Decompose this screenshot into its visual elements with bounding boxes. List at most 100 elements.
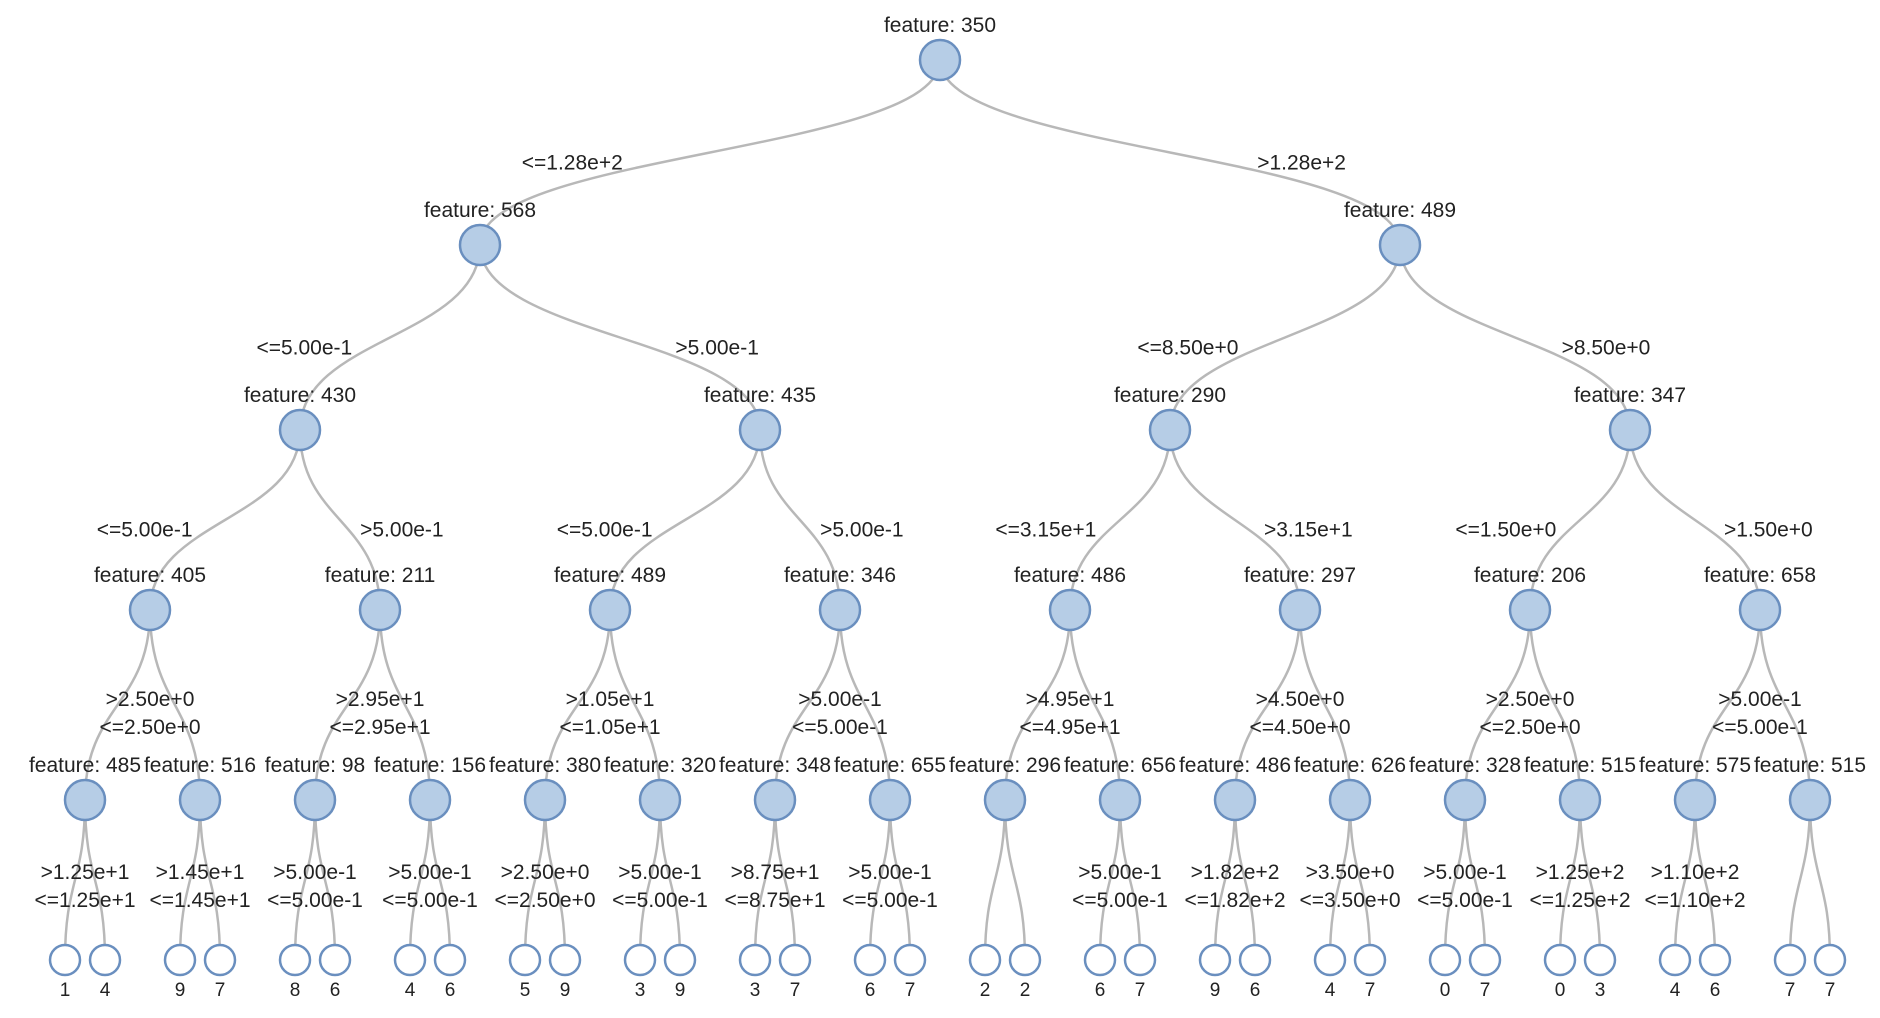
feature-node <box>755 780 795 820</box>
feature-node <box>740 410 780 450</box>
leaf-node <box>1315 945 1345 975</box>
leaf-label: 7 <box>1135 980 1146 1001</box>
leaf-label: 0 <box>1440 980 1451 1001</box>
edge-label-le: <=5.00e-1 <box>612 889 708 912</box>
feature-label: feature: 626 <box>1294 754 1406 777</box>
edge-label-le: <=5.00e-1 <box>842 889 938 912</box>
feature-label: feature: 575 <box>1639 754 1751 777</box>
feature-label: feature: 568 <box>424 199 536 222</box>
feature-label: feature: 347 <box>1574 384 1686 407</box>
edge-label-le: <=5.00e-1 <box>382 889 478 912</box>
edge-label-gt: >3.15e+1 <box>1264 519 1353 542</box>
edge-label-gt: >2.95e+1 <box>336 688 425 711</box>
feature-label: feature: 348 <box>719 754 831 777</box>
leaf-node <box>1430 945 1460 975</box>
leaf-label: 4 <box>1670 980 1681 1001</box>
edge-label-gt: >1.28e+2 <box>1257 151 1346 174</box>
leaf-label: 7 <box>1825 980 1836 1001</box>
feature-label: feature: 156 <box>374 754 486 777</box>
edge-label-gt: >5.00e-1 <box>848 861 932 884</box>
leaf-node <box>625 945 655 975</box>
feature-label: feature: 486 <box>1014 564 1126 587</box>
leaf-label: 7 <box>1365 980 1376 1001</box>
feature-label: feature: 350 <box>884 14 996 37</box>
leaf-label: 4 <box>405 980 416 1001</box>
edge-label-gt: >5.00e-1 <box>618 861 702 884</box>
edge-label-le: <=8.50e+0 <box>1137 336 1238 359</box>
feature-node <box>820 590 860 630</box>
leaf-node <box>510 945 540 975</box>
leaf-label: 6 <box>1710 980 1721 1001</box>
edge-label-gt: >5.00e-1 <box>820 519 904 542</box>
feature-node <box>1050 590 1090 630</box>
edge-label-gt: >5.00e-1 <box>360 519 444 542</box>
feature-label: feature: 486 <box>1179 754 1291 777</box>
leaf-label: 7 <box>215 980 226 1001</box>
feature-node <box>130 590 170 630</box>
leaf-label: 7 <box>1480 980 1491 1001</box>
edge-label-gt: >4.95e+1 <box>1026 688 1115 711</box>
feature-node <box>1790 780 1830 820</box>
leaf-label: 3 <box>635 980 646 1001</box>
edge-label-gt: >1.50e+0 <box>1724 519 1813 542</box>
edge-label-gt: >5.00e-1 <box>798 688 882 711</box>
leaf-node <box>205 945 235 975</box>
tree-edge <box>1005 800 1025 960</box>
feature-node <box>1215 780 1255 820</box>
edge-label-le: <=2.50e+0 <box>494 889 595 912</box>
leaf-label: 6 <box>1095 980 1106 1001</box>
feature-node <box>920 40 960 80</box>
edge-label-gt: >5.00e-1 <box>675 336 759 359</box>
feature-label: feature: 489 <box>554 564 666 587</box>
feature-node <box>1560 780 1600 820</box>
feature-label: feature: 489 <box>1344 199 1456 222</box>
leaf-label: 6 <box>445 980 456 1001</box>
feature-node <box>1150 410 1190 450</box>
feature-node <box>1740 590 1780 630</box>
leaf-label: 8 <box>290 980 301 1001</box>
leaf-label: 7 <box>905 980 916 1001</box>
feature-label: feature: 296 <box>949 754 1061 777</box>
edge-label-le: <=5.00e-1 <box>256 336 352 359</box>
edge-label-le: <=5.00e-1 <box>97 519 193 542</box>
tree-edge <box>985 800 1005 960</box>
leaf-node <box>165 945 195 975</box>
tree-edge <box>1790 800 1810 960</box>
edge-label-le: <=5.00e-1 <box>557 519 653 542</box>
edge-label-gt: >1.05e+1 <box>566 688 655 711</box>
leaf-label: 4 <box>100 980 111 1001</box>
edge-label-le: <=5.00e-1 <box>1072 889 1168 912</box>
leaf-node <box>1355 945 1385 975</box>
edge-label-gt: >3.50e+0 <box>1306 861 1395 884</box>
feature-label: feature: 515 <box>1754 754 1866 777</box>
leaf-node <box>855 945 885 975</box>
edge-label-le: <=1.28e+2 <box>522 151 623 174</box>
feature-node <box>65 780 105 820</box>
feature-node <box>180 780 220 820</box>
feature-label: feature: 346 <box>784 564 896 587</box>
leaf-label: 7 <box>790 980 801 1001</box>
feature-node <box>1510 590 1550 630</box>
feature-node <box>985 780 1025 820</box>
feature-node <box>1445 780 1485 820</box>
feature-label: feature: 516 <box>144 754 256 777</box>
leaf-label: 3 <box>750 980 761 1001</box>
edge-label-le: <=4.95e+1 <box>1019 716 1120 739</box>
leaf-label: 6 <box>330 980 341 1001</box>
leaf-node <box>780 945 810 975</box>
edge-label-le: <=2.50e+0 <box>99 716 200 739</box>
feature-node <box>590 590 630 630</box>
leaf-node <box>435 945 465 975</box>
leaf-node <box>895 945 925 975</box>
edge-label-gt: >8.50e+0 <box>1562 336 1651 359</box>
feature-node <box>870 780 910 820</box>
leaf-label: 1 <box>60 980 71 1001</box>
feature-label: feature: 98 <box>265 754 365 777</box>
leaf-node <box>1470 945 1500 975</box>
leaf-label: 2 <box>980 980 991 1001</box>
feature-node <box>1280 590 1320 630</box>
leaf-node <box>1585 945 1615 975</box>
edge-label-le: <=2.50e+0 <box>1479 716 1580 739</box>
edge-label-le: <=1.10e+2 <box>1644 889 1745 912</box>
leaf-node <box>50 945 80 975</box>
